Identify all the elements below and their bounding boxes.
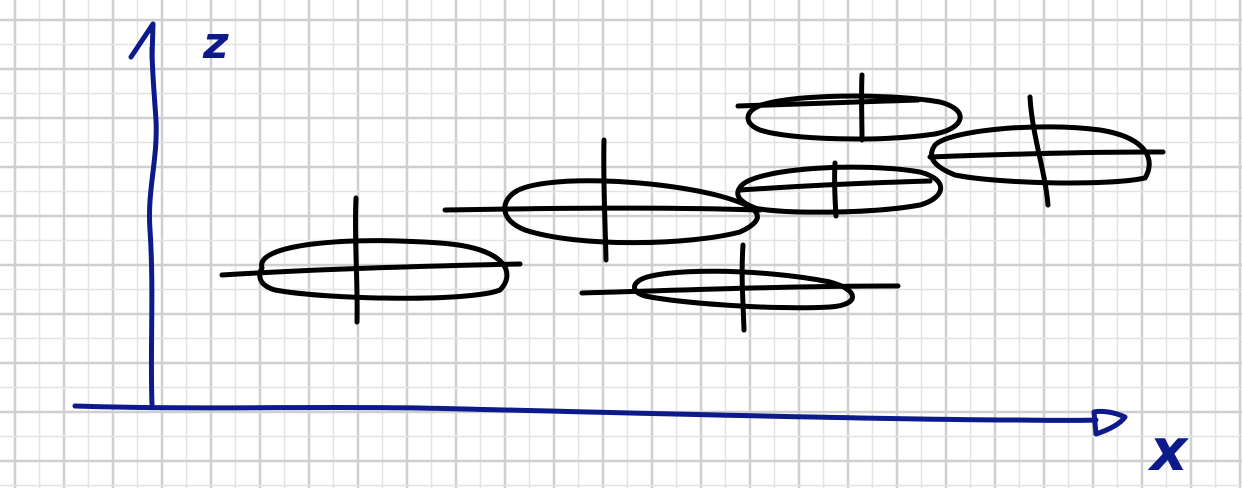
z-axis: z: [131, 18, 229, 405]
ellipse-marker: [738, 163, 941, 216]
ellipse-marker: [582, 245, 898, 330]
z-axis-line: [149, 48, 156, 405]
z-axis-label: z: [202, 18, 229, 69]
x-axis-arrowhead: [1094, 411, 1125, 434]
x-axis-label: x: [1147, 416, 1189, 484]
z-axis-arrowhead: [131, 24, 153, 58]
ellipse-marker: [930, 97, 1163, 205]
error-ellipses: [222, 75, 1163, 330]
ellipse-marker: [445, 140, 760, 260]
x-axis: x: [75, 406, 1189, 484]
